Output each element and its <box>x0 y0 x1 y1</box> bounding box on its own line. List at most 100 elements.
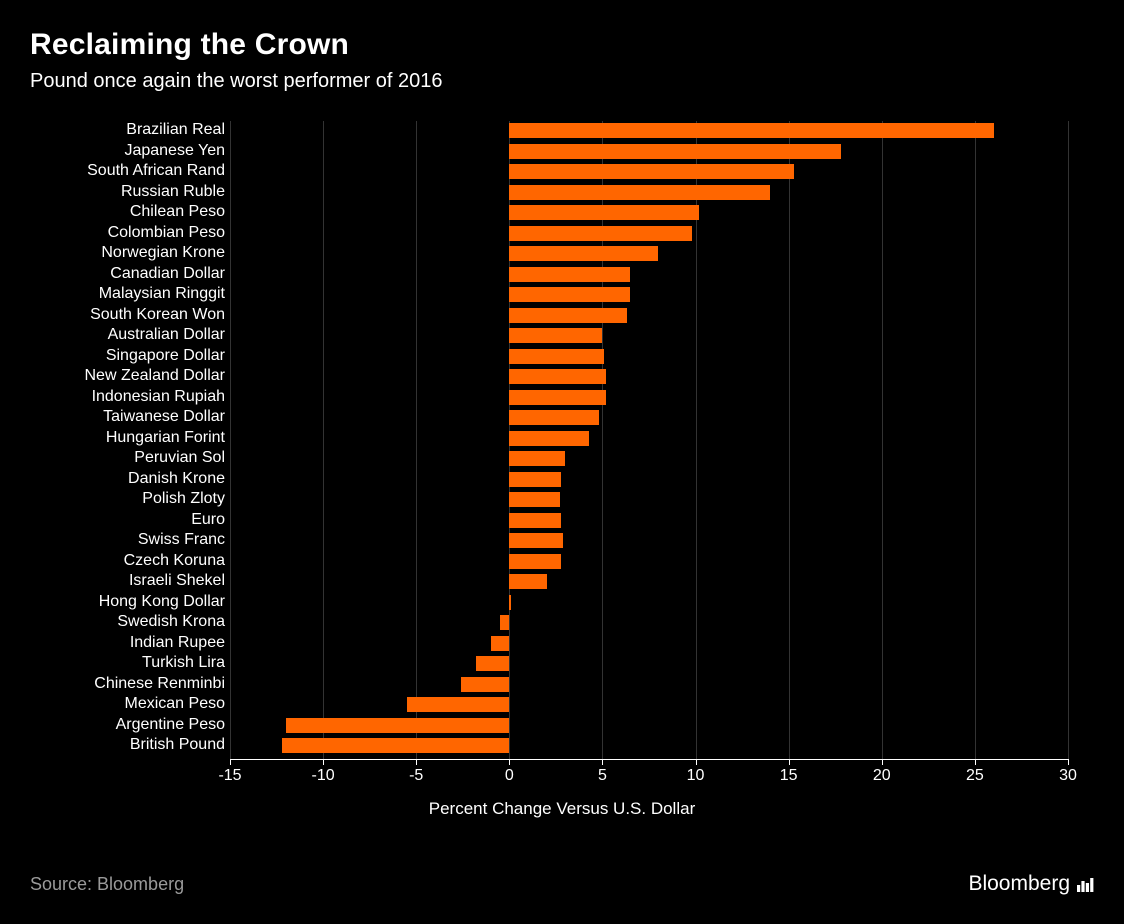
bar-label: Brazilian Real <box>25 120 225 140</box>
x-tick-label: 5 <box>598 767 607 785</box>
bar <box>509 328 602 343</box>
x-tick-mark <box>696 759 697 765</box>
bar <box>509 205 699 220</box>
bar-row: Swedish Krona <box>230 613 1068 634</box>
bar-label: Indonesian Rupiah <box>25 387 225 407</box>
x-tick-label: 15 <box>780 767 798 785</box>
bar-label: Chinese Renminbi <box>25 674 225 694</box>
bar <box>407 697 509 712</box>
bar-row: Chilean Peso <box>230 203 1068 224</box>
bar-label: Euro <box>25 510 225 530</box>
chart-title: Reclaiming the Crown <box>30 28 1094 62</box>
bar-label: Singapore Dollar <box>25 346 225 366</box>
bar <box>461 677 509 692</box>
bar <box>509 308 626 323</box>
x-tick-label: 10 <box>687 767 705 785</box>
bar-label: Chilean Peso <box>25 202 225 222</box>
bar-row: Mexican Peso <box>230 695 1068 716</box>
x-axis-title: Percent Change Versus U.S. Dollar <box>30 799 1094 819</box>
bar-row: South Korean Won <box>230 306 1068 327</box>
x-tick-mark <box>230 759 231 765</box>
plot-region: Brazilian RealJapanese YenSouth African … <box>230 121 1068 759</box>
x-tick-label: -15 <box>218 767 241 785</box>
bar-label: British Pound <box>25 735 225 755</box>
bar <box>509 267 630 282</box>
bar-label: Colombian Peso <box>25 223 225 243</box>
x-tick-label: -5 <box>409 767 423 785</box>
chart-area: Brazilian RealJapanese YenSouth African … <box>30 111 1094 811</box>
source-label: Source: Bloomberg <box>30 874 184 895</box>
bar-row: South African Rand <box>230 162 1068 183</box>
bar <box>491 636 510 651</box>
bar-row: Russian Ruble <box>230 183 1068 204</box>
bar-row: Japanese Yen <box>230 142 1068 163</box>
x-tick-label: 25 <box>966 767 984 785</box>
bar-label: Mexican Peso <box>25 694 225 714</box>
bar-row: New Zealand Dollar <box>230 367 1068 388</box>
bar-label: Swiss Franc <box>25 530 225 550</box>
bar-row: Swiss Franc <box>230 531 1068 552</box>
x-tick-mark <box>509 759 510 765</box>
bar <box>509 410 598 425</box>
x-tick-mark <box>416 759 417 765</box>
x-tick-mark <box>975 759 976 765</box>
bar <box>509 349 604 364</box>
x-tick-label: -10 <box>312 767 335 785</box>
bar-label: Australian Dollar <box>25 325 225 345</box>
x-tick-label: 30 <box>1059 767 1077 785</box>
bar-label: Malaysian Ringgit <box>25 284 225 304</box>
bar-label: Argentine Peso <box>25 715 225 735</box>
bar-label: Norwegian Krone <box>25 243 225 263</box>
bar <box>509 185 770 200</box>
x-tick-mark <box>789 759 790 765</box>
bar-row: Hong Kong Dollar <box>230 593 1068 614</box>
bar <box>509 492 559 507</box>
bar <box>509 431 589 446</box>
bar-row: Danish Krone <box>230 470 1068 491</box>
bar-label: Russian Ruble <box>25 182 225 202</box>
bar-row: Argentine Peso <box>230 716 1068 737</box>
bar <box>509 595 511 610</box>
bar <box>509 472 561 487</box>
bar <box>509 574 546 589</box>
bar-label: Indian Rupee <box>25 633 225 653</box>
bar <box>509 164 794 179</box>
bar <box>509 226 691 241</box>
bar-label: South African Rand <box>25 161 225 181</box>
bar-row: Singapore Dollar <box>230 347 1068 368</box>
bar-label: Hong Kong Dollar <box>25 592 225 612</box>
bar-row: Czech Koruna <box>230 552 1068 573</box>
bar-row: Malaysian Ringgit <box>230 285 1068 306</box>
bar-label: Hungarian Forint <box>25 428 225 448</box>
bar <box>500 615 509 630</box>
chart-container: Reclaiming the Crown Pound once again th… <box>0 0 1124 924</box>
x-axis: -15-10-5051015202530 <box>230 759 1068 789</box>
bar-row: Taiwanese Dollar <box>230 408 1068 429</box>
bar-row: Hungarian Forint <box>230 429 1068 450</box>
bar-row: Polish Zloty <box>230 490 1068 511</box>
bar-row: Indonesian Rupiah <box>230 388 1068 409</box>
x-tick-label: 20 <box>873 767 891 785</box>
bar-row: Chinese Renminbi <box>230 675 1068 696</box>
bar-label: Israeli Shekel <box>25 571 225 591</box>
bar-row: Euro <box>230 511 1068 532</box>
bar-row: Canadian Dollar <box>230 265 1068 286</box>
bar-label: Japanese Yen <box>25 141 225 161</box>
bar-row: Turkish Lira <box>230 654 1068 675</box>
bar-label: Peruvian Sol <box>25 448 225 468</box>
chart-subtitle: Pound once again the worst performer of … <box>30 70 1094 93</box>
bar <box>509 369 606 384</box>
x-tick-mark <box>323 759 324 765</box>
bar-row: Australian Dollar <box>230 326 1068 347</box>
bar-row: Brazilian Real <box>230 121 1068 142</box>
bar-label: Canadian Dollar <box>25 264 225 284</box>
bar-row: Indian Rupee <box>230 634 1068 655</box>
bar-label: Danish Krone <box>25 469 225 489</box>
bar-label: Turkish Lira <box>25 653 225 673</box>
bar-label: Czech Koruna <box>25 551 225 571</box>
bar <box>509 513 561 528</box>
bar-row: British Pound <box>230 736 1068 757</box>
x-tick-mark <box>1068 759 1069 765</box>
brand-label: Bloomberg <box>968 872 1094 896</box>
bar-row: Israeli Shekel <box>230 572 1068 593</box>
